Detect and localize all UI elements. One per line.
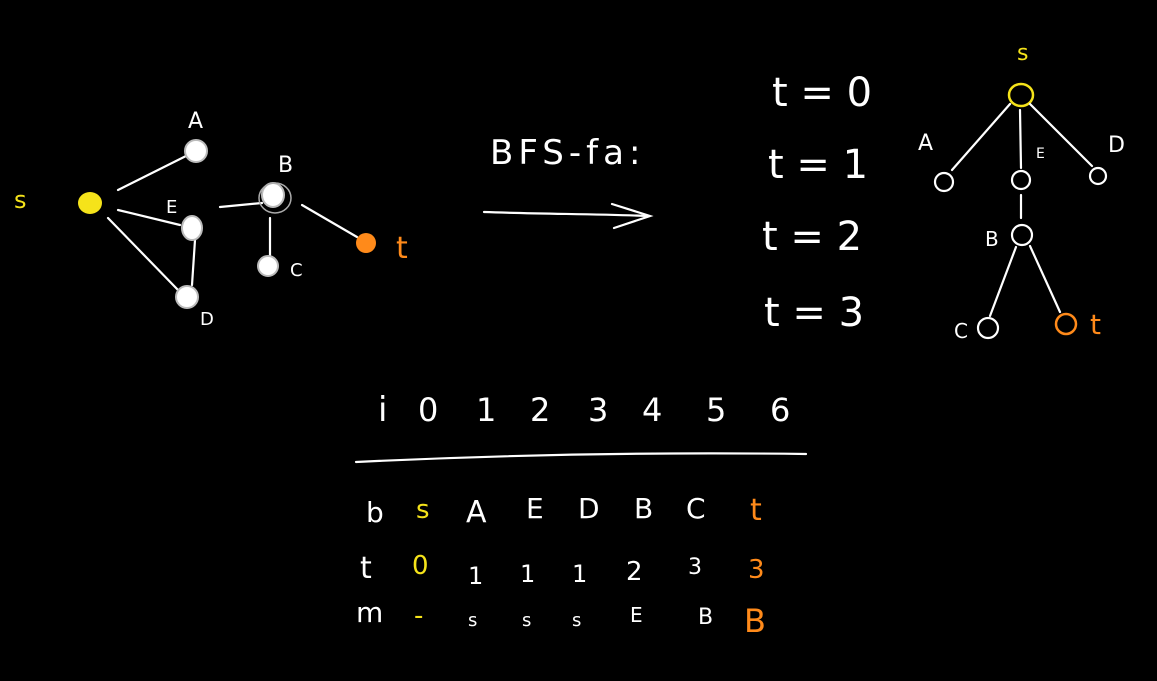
cell: B [744, 602, 766, 640]
tree-node-t [1054, 312, 1078, 336]
cell: B [634, 492, 653, 525]
index-6: 6 [770, 391, 790, 429]
edge-s-A [116, 153, 190, 192]
row-t: t 0 1 1 1 2 3 3 [360, 551, 765, 590]
levels-list: t = 0 t = 1 t = 2 t = 3 [762, 70, 872, 336]
edge-E-B [218, 201, 264, 209]
tree-label-B: B [985, 227, 999, 251]
cell: s [416, 495, 430, 525]
cell: A [466, 495, 487, 530]
edge-E-D [190, 238, 197, 287]
index-4: 4 [642, 391, 662, 429]
bfs-caption: BFS-fa: [490, 133, 645, 173]
edge-B-t [300, 203, 359, 239]
index-5: 5 [706, 391, 726, 429]
label-t: t [396, 231, 408, 266]
index-2: 2 [530, 391, 550, 429]
row-b: b s A E D B C t [366, 492, 762, 530]
cell: s [522, 610, 531, 631]
tree-node-E [1010, 169, 1032, 191]
label-A: A [188, 109, 203, 134]
row-label: m [356, 596, 383, 629]
node-t [356, 233, 376, 253]
tree-node-C [976, 316, 1000, 340]
table-header-label: i [378, 390, 387, 430]
tree-label-C: C [954, 319, 968, 343]
cell: D [578, 492, 600, 525]
tree-node-A [933, 171, 955, 193]
node-A [184, 139, 208, 163]
cell: - [414, 601, 423, 631]
row-label: b [366, 496, 384, 529]
label-B: B [278, 153, 293, 178]
label-E: E [166, 197, 177, 218]
node-C [257, 255, 279, 277]
cell: s [468, 610, 477, 631]
node-D [175, 285, 199, 309]
source-label: s [14, 186, 27, 214]
index-3: 3 [588, 391, 608, 429]
node-E [181, 215, 203, 241]
tree-label-t: t [1090, 308, 1101, 341]
cell: 3 [688, 555, 702, 580]
cell: 1 [468, 562, 483, 590]
cell: t [750, 493, 762, 528]
label-C: C [290, 260, 303, 281]
cell: 2 [626, 557, 643, 587]
level-3: t = 3 [764, 290, 864, 336]
label-D: D [200, 309, 214, 330]
cell: 3 [748, 555, 765, 585]
cell: E [630, 603, 643, 627]
node-s [78, 192, 102, 214]
cell: 1 [520, 560, 535, 588]
cell: 1 [572, 560, 587, 588]
table-indices: 0 1 2 3 4 5 6 [418, 391, 790, 429]
row-label: t [360, 551, 372, 586]
tree-label-A: A [918, 131, 933, 156]
index-0: 0 [418, 391, 438, 429]
bfs-table: i 0 1 2 3 4 5 6 b s A E D B C t t 0 1 1 [354, 390, 808, 640]
input-graph: s A E D B C t [14, 109, 408, 330]
level-2: t = 2 [762, 214, 862, 260]
bfs-tree: s A E D B C t [918, 41, 1125, 343]
cell: B [698, 605, 713, 630]
row-m: m - s s s E B B [356, 596, 766, 640]
edge-s-D [106, 216, 180, 292]
cell: 0 [412, 551, 429, 581]
cell: C [686, 492, 706, 525]
index-1: 1 [476, 391, 496, 429]
tree-node-s [1007, 82, 1035, 108]
level-0: t = 0 [772, 70, 872, 116]
cell: E [526, 492, 544, 525]
arrow-icon [482, 202, 654, 230]
tree-label-E: E [1036, 146, 1045, 162]
tree-node-B [1010, 223, 1034, 247]
edge-s-E [116, 208, 182, 227]
level-1: t = 1 [768, 142, 868, 188]
tree-node-D [1088, 166, 1108, 186]
tree-label-D: D [1108, 133, 1125, 158]
cell: s [572, 610, 581, 631]
table-divider [354, 452, 808, 464]
tree-root-label: s [1017, 41, 1028, 66]
